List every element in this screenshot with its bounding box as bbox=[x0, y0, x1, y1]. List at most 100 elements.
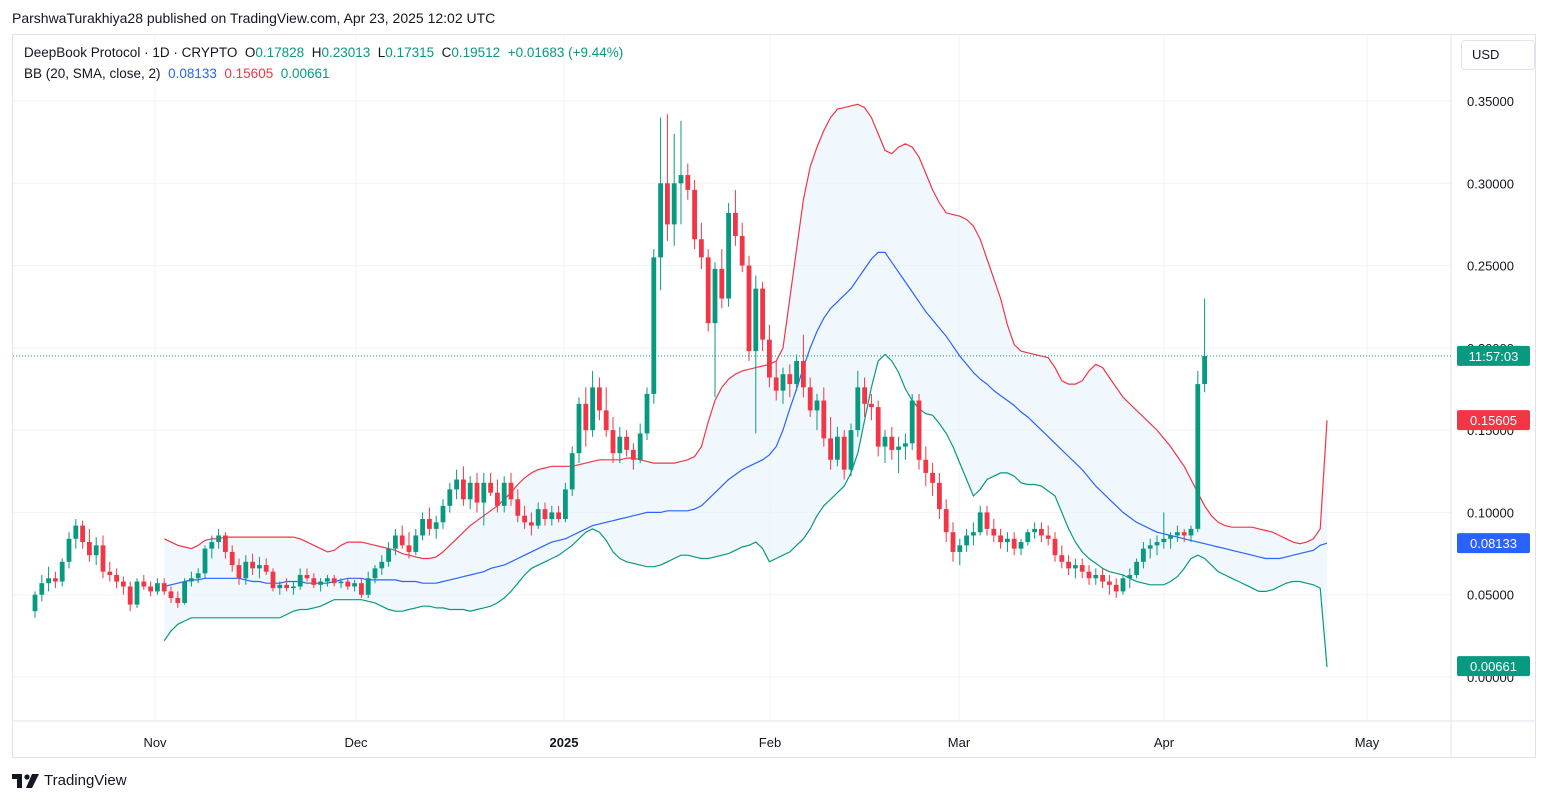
candle bbox=[508, 472, 514, 506]
candle bbox=[971, 522, 976, 546]
candle bbox=[291, 581, 296, 595]
candle-body bbox=[767, 339, 772, 378]
candle bbox=[617, 426, 623, 464]
bollinger-upper-line bbox=[163, 103, 1328, 560]
candle-body bbox=[46, 578, 51, 584]
candle-body bbox=[1107, 581, 1112, 585]
candle-body bbox=[1011, 538, 1017, 549]
candle bbox=[794, 354, 799, 391]
candle-body bbox=[1168, 535, 1173, 539]
candle-body bbox=[155, 583, 160, 592]
candle-body bbox=[121, 581, 126, 587]
candle-body bbox=[189, 578, 194, 582]
tradingview-brand[interactable]: TradingView bbox=[12, 772, 127, 789]
candle bbox=[87, 528, 92, 562]
candle bbox=[597, 377, 602, 421]
chart-frame bbox=[12, 34, 1536, 758]
bb-indicator-label[interactable]: BB (20, SMA, close, 2) bbox=[24, 66, 161, 81]
candle-body bbox=[848, 430, 854, 470]
x-tick-label: Dec bbox=[344, 735, 368, 750]
candle bbox=[909, 393, 915, 450]
candle bbox=[896, 436, 901, 473]
candle bbox=[1011, 532, 1017, 556]
candle bbox=[651, 249, 657, 404]
candle-body bbox=[631, 449, 636, 460]
candle bbox=[726, 203, 731, 307]
candle bbox=[814, 393, 820, 431]
candle bbox=[148, 581, 153, 597]
candle-body bbox=[930, 472, 935, 483]
candle-body bbox=[984, 512, 990, 529]
bb-basis-tag-bg bbox=[1457, 533, 1530, 554]
candle-body bbox=[746, 265, 752, 352]
candle bbox=[773, 361, 779, 401]
candle-body bbox=[39, 583, 45, 595]
candle-body bbox=[957, 545, 963, 552]
candle bbox=[875, 400, 881, 457]
candle-body bbox=[950, 532, 956, 552]
candle bbox=[182, 578, 187, 605]
candle bbox=[848, 423, 854, 477]
candle-body bbox=[862, 387, 867, 404]
candle bbox=[637, 423, 643, 464]
candle bbox=[420, 512, 425, 541]
candle-body bbox=[250, 561, 255, 569]
candle-body bbox=[93, 545, 99, 556]
candle-body bbox=[733, 212, 738, 236]
candle-body bbox=[488, 482, 493, 493]
candle-body bbox=[801, 361, 806, 388]
candle-body bbox=[712, 268, 718, 324]
candle-body bbox=[277, 584, 283, 589]
candle-body bbox=[1086, 571, 1092, 579]
candle-body bbox=[603, 410, 609, 431]
candle bbox=[59, 558, 65, 587]
candle bbox=[590, 370, 595, 437]
candle bbox=[760, 282, 765, 352]
candle bbox=[719, 249, 725, 309]
candle bbox=[535, 502, 541, 529]
candle bbox=[175, 591, 181, 608]
candle bbox=[236, 558, 242, 585]
candle-body bbox=[1120, 578, 1126, 592]
candle-body bbox=[991, 528, 997, 536]
candle-body bbox=[304, 574, 310, 579]
symbol-title[interactable]: DeepBook Protocol · 1D · CRYPTO bbox=[24, 45, 238, 60]
candle bbox=[678, 120, 684, 225]
candle-body bbox=[1073, 565, 1078, 569]
candle-body bbox=[114, 574, 119, 582]
candle-body bbox=[386, 548, 391, 562]
candle-body bbox=[665, 183, 670, 225]
candle-body bbox=[338, 581, 344, 584]
low-label: L bbox=[377, 45, 386, 60]
candle bbox=[549, 505, 555, 526]
candle bbox=[481, 472, 487, 526]
candle bbox=[474, 472, 480, 513]
candle bbox=[114, 568, 119, 589]
candle bbox=[1066, 555, 1071, 575]
candle-body bbox=[719, 268, 725, 299]
candle-body bbox=[739, 235, 745, 266]
low-value: 0.17315 bbox=[385, 45, 435, 60]
bb-lower-value: 0.00661 bbox=[280, 66, 330, 81]
currency-button[interactable]: USD bbox=[1461, 40, 1535, 70]
candle-body bbox=[1059, 555, 1065, 562]
bb-lower-tag: 0.00661 bbox=[1457, 656, 1530, 677]
candle bbox=[46, 566, 51, 592]
candle bbox=[501, 476, 507, 513]
candle-body bbox=[814, 400, 820, 411]
candle bbox=[345, 578, 351, 590]
y-tick-label: 0.25000 bbox=[1467, 259, 1514, 274]
candle-body bbox=[161, 583, 167, 592]
candle-body bbox=[923, 459, 929, 473]
candle-body bbox=[1202, 356, 1207, 385]
candle bbox=[930, 463, 935, 496]
candle-body bbox=[773, 377, 779, 391]
candle-body bbox=[461, 479, 466, 500]
y-tick-label: 0.10000 bbox=[1467, 505, 1514, 520]
candle-body bbox=[937, 482, 942, 510]
candle bbox=[66, 532, 72, 569]
candle-body bbox=[53, 578, 58, 582]
candle bbox=[733, 189, 738, 246]
candle-body bbox=[134, 581, 140, 605]
